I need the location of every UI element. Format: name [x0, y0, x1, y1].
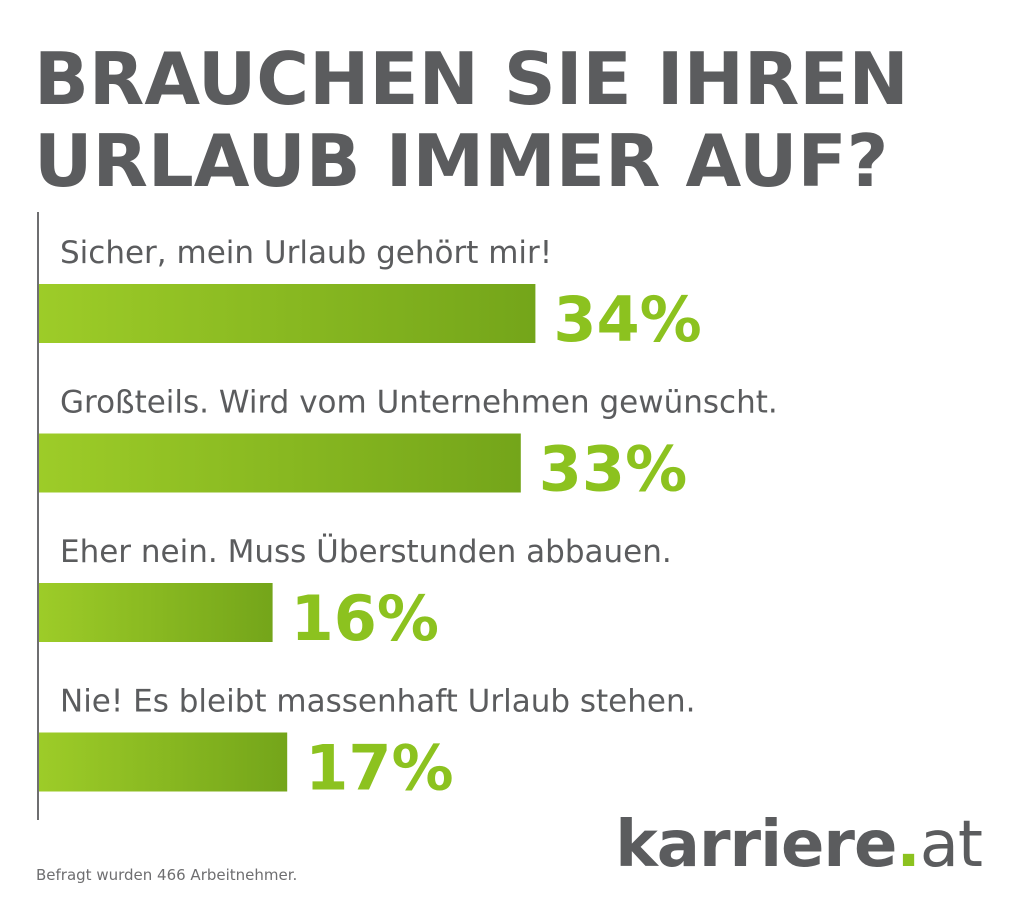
title-line-1: BRAUCHEN SIE IHREN: [34, 37, 909, 121]
bar-value-label: 17%: [305, 732, 453, 805]
footnote: Befragt wurden 466 Arbeitnehmer.: [36, 866, 298, 884]
bar-value-label: 33%: [539, 433, 687, 506]
bar-value-label: 34%: [553, 283, 701, 356]
title-line-2: URLAUB IMMER AUF?: [34, 119, 889, 203]
bar-category-label: Sicher, mein Urlaub gehört mir!: [60, 235, 552, 271]
bar: [39, 732, 288, 792]
axis-line: [37, 212, 39, 820]
logo-dot: .: [896, 808, 920, 882]
bar-category-label: Großteils. Wird vom Unternehmen gewünsch…: [60, 385, 778, 421]
bar-category-label: Eher nein. Muss Überstunden abbauen.: [60, 533, 672, 570]
bar-category-label: Nie! Es bleibt massenhaft Urlaub stehen.: [60, 684, 695, 720]
bar-value-label: 16%: [291, 582, 439, 655]
bar: [39, 284, 536, 343]
karriere-logo[interactable]: karriere.at: [615, 808, 983, 882]
bars-layer: Sicher, mein Urlaub gehört mir!34% Großte…: [39, 235, 778, 805]
logo-name: karriere: [615, 808, 897, 882]
bar: [39, 433, 521, 493]
logo-tld: at: [919, 808, 983, 882]
bar: [39, 583, 273, 642]
chart-title: BRAUCHEN SIE IHREN URLAUB IMMER AUF?: [34, 38, 909, 202]
